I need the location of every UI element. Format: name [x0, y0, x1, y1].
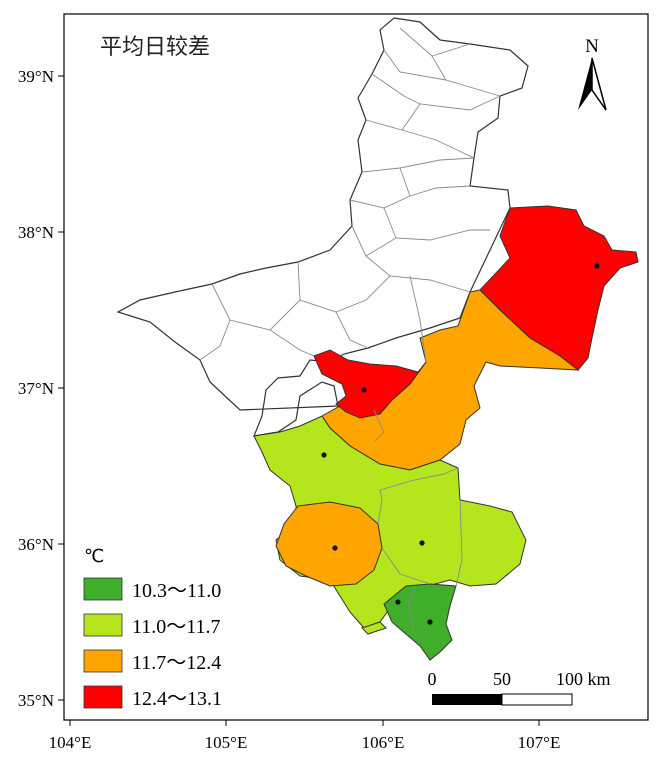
county-boundaries	[199, 27, 501, 631]
zone-darkgreen-south	[383, 583, 457, 661]
legend-swatch-2	[83, 613, 123, 637]
lon-ticks	[69, 720, 540, 726]
station-point	[395, 599, 401, 605]
region-outline	[116, 17, 529, 437]
map-frame	[63, 13, 649, 721]
lat-labels: 39°N 38°N 37°N 36°N 35°N	[18, 67, 54, 710]
zone-orange-southwest	[275, 501, 383, 587]
lon-label-107: 107°E	[518, 733, 561, 752]
zone-lightgreen-sliver	[361, 621, 387, 635]
legend-label-2: 11.0～11.7	[132, 616, 221, 638]
lat-label-38: 38°N	[18, 223, 54, 242]
lat-label-36: 36°N	[18, 535, 54, 554]
lat-label-37: 37°N	[18, 379, 54, 398]
lon-label-104: 104°E	[49, 733, 92, 752]
legend-label-3: 11.7～12.4	[132, 652, 221, 674]
scale-bar: 0 50 100 km	[428, 669, 611, 706]
station-point	[332, 545, 338, 551]
scale-label-100: 100 km	[556, 669, 611, 689]
lon-labels: 104°E 105°E 106°E 107°E	[49, 733, 561, 752]
legend-label-1: 10.3～11.0	[132, 580, 221, 602]
lon-label-105: 105°E	[205, 733, 248, 752]
scale-segment-white	[501, 693, 573, 706]
map-title: 平均日较差	[100, 35, 210, 60]
legend: ℃ 10.3～11.0 11.0～11.7 11.7～12.4 12.4～13.…	[83, 546, 222, 710]
legend-label-4: 12.4～13.1	[132, 688, 222, 710]
lat-ticks	[58, 75, 64, 701]
north-label: N	[585, 36, 599, 57]
station-points	[321, 263, 600, 625]
scale-segment-black	[432, 694, 502, 705]
lat-label-39: 39°N	[18, 67, 54, 86]
scale-label-50: 50	[493, 669, 511, 689]
legend-unit: ℃	[84, 546, 104, 567]
station-point	[594, 263, 600, 269]
lon-label-106: 106°E	[362, 733, 405, 752]
zone-red-central	[313, 349, 427, 419]
station-point	[361, 387, 367, 393]
lat-label-35: 35°N	[18, 691, 54, 710]
legend-swatch-1	[83, 577, 123, 601]
legend-swatch-4	[83, 685, 123, 709]
legend-swatch-3	[83, 649, 123, 673]
station-point	[427, 619, 433, 625]
station-point	[321, 452, 327, 458]
north-arrow-icon: N	[578, 36, 607, 111]
scale-label-0: 0	[428, 669, 437, 689]
station-point	[419, 540, 425, 546]
